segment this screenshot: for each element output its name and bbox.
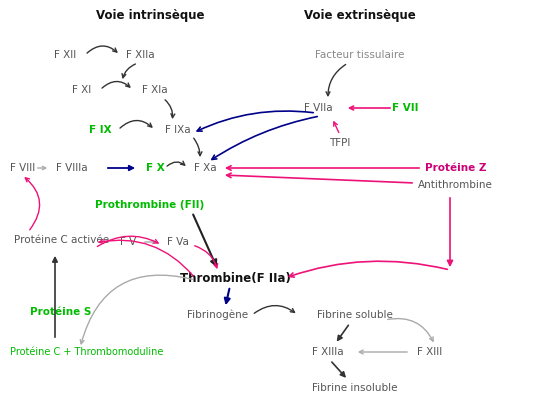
- Text: F XIII: F XIII: [418, 347, 443, 357]
- Text: F VIII: F VIII: [10, 163, 35, 173]
- Text: Protéine C activée: Protéine C activée: [14, 235, 110, 245]
- Text: F VII: F VII: [392, 103, 418, 113]
- Text: F X: F X: [146, 163, 165, 173]
- Text: Voie extrinsèque: Voie extrinsèque: [304, 9, 416, 21]
- Text: Fibrine soluble: Fibrine soluble: [317, 310, 393, 320]
- Text: F XII: F XII: [54, 50, 76, 60]
- Text: Facteur tissulaire: Facteur tissulaire: [315, 50, 405, 60]
- Text: Fibrinogène: Fibrinogène: [187, 310, 249, 320]
- Text: Thrombine(F IIa): Thrombine(F IIa): [180, 272, 290, 284]
- Text: F XI: F XI: [72, 85, 92, 95]
- Text: Protéine Z: Protéine Z: [425, 163, 486, 173]
- Text: F Xa: F Xa: [193, 163, 216, 173]
- Text: Protéine S: Protéine S: [30, 307, 91, 317]
- Text: Fibrine insoluble: Fibrine insoluble: [312, 383, 398, 393]
- Text: F VIIIa: F VIIIa: [56, 163, 88, 173]
- Text: F XIa: F XIa: [142, 85, 168, 95]
- Text: F XIIa: F XIIa: [126, 50, 155, 60]
- Text: F IX: F IX: [89, 125, 111, 135]
- Text: F VIIa: F VIIa: [304, 103, 332, 113]
- Text: F XIIIa: F XIIIa: [312, 347, 344, 357]
- Text: F IXa: F IXa: [165, 125, 191, 135]
- Text: Voie intrinsèque: Voie intrinsèque: [96, 9, 204, 21]
- Text: Prothrombine (FII): Prothrombine (FII): [96, 200, 205, 210]
- Text: TFPI: TFPI: [329, 138, 351, 148]
- Text: F Va: F Va: [167, 237, 189, 247]
- Text: Antithrombine: Antithrombine: [418, 180, 493, 190]
- Text: F V: F V: [120, 237, 136, 247]
- Text: Protéine C + Thrombomoduline: Protéine C + Thrombomoduline: [10, 347, 163, 357]
